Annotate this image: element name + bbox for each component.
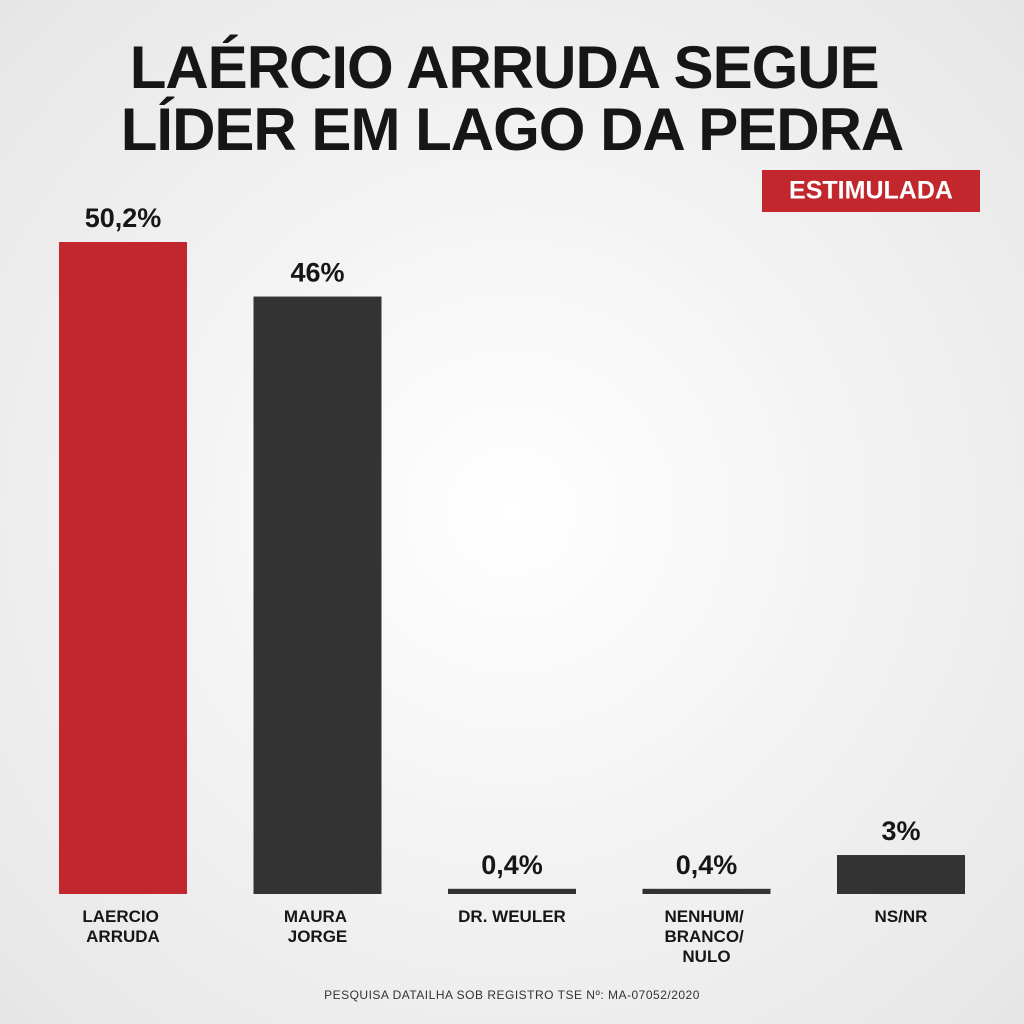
bar	[59, 242, 187, 894]
bar	[448, 888, 576, 894]
x-tick-label: NENHUM/ BRANCO/ NULO	[664, 907, 748, 966]
bar	[837, 855, 965, 894]
bar	[253, 296, 382, 894]
x-tick-label: MAURA JORGE	[284, 907, 351, 946]
bar	[642, 888, 771, 894]
footnote: PESQUISA DATAILHA SOB REGISTRO TSE Nº: M…	[324, 988, 700, 1002]
value-label: 50,2%	[85, 203, 162, 233]
value-label: 46%	[290, 258, 344, 288]
x-tick-label: DR. WEULER	[458, 907, 566, 926]
x-tick-label: LAERCIO ARRUDA	[82, 907, 163, 946]
x-tick-label: NS/NR	[875, 907, 928, 926]
subtitle-box	[762, 170, 980, 212]
chart-title: LAÉRCIO ARRUDA SEGUE LÍDER EM LAGO DA PE…	[121, 34, 903, 163]
value-label: 0,4%	[676, 850, 738, 880]
value-label: 3%	[881, 816, 920, 846]
chart-subtitle: ESTIMULADA	[789, 177, 953, 205]
value-label: 0,4%	[481, 850, 543, 880]
